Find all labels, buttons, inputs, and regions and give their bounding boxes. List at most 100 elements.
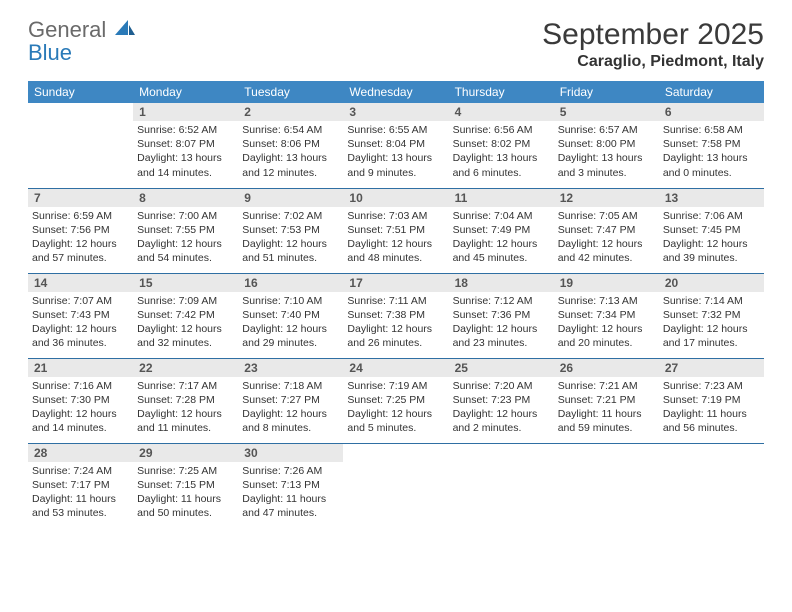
day-number: 20 [659,274,764,292]
weekday-header: Sunday [28,81,133,103]
day-info: Sunrise: 6:56 AMSunset: 8:02 PMDaylight:… [449,121,554,184]
day-number: 25 [449,359,554,377]
calendar-cell [28,103,133,188]
day-number: 7 [28,189,133,207]
calendar-cell: 30Sunrise: 7:26 AMSunset: 7:13 PMDayligh… [238,443,343,528]
day-info: Sunrise: 7:20 AMSunset: 7:23 PMDaylight:… [449,377,554,440]
day-number: 1 [133,103,238,121]
page-subtitle: Caraglio, Piedmont, Italy [542,53,764,71]
calendar-cell: 12Sunrise: 7:05 AMSunset: 7:47 PMDayligh… [554,188,659,273]
calendar-cell: 9Sunrise: 7:02 AMSunset: 7:53 PMDaylight… [238,188,343,273]
day-number: 21 [28,359,133,377]
weekday-header: Tuesday [238,81,343,103]
weekday-header: Saturday [659,81,764,103]
day-number: 22 [133,359,238,377]
calendar-cell: 22Sunrise: 7:17 AMSunset: 7:28 PMDayligh… [133,358,238,443]
day-number: 14 [28,274,133,292]
calendar-week-row: 7Sunrise: 6:59 AMSunset: 7:56 PMDaylight… [28,188,764,273]
day-info: Sunrise: 7:18 AMSunset: 7:27 PMDaylight:… [238,377,343,440]
weekday-header: Monday [133,81,238,103]
day-number: 11 [449,189,554,207]
day-info: Sunrise: 7:13 AMSunset: 7:34 PMDaylight:… [554,292,659,355]
brand-line2: Blue [28,40,72,65]
calendar-cell: 28Sunrise: 7:24 AMSunset: 7:17 PMDayligh… [28,443,133,528]
day-number: 4 [449,103,554,121]
brand-logo: General Blue [28,18,137,64]
calendar-cell [554,443,659,528]
day-number: 8 [133,189,238,207]
calendar-cell: 25Sunrise: 7:20 AMSunset: 7:23 PMDayligh… [449,358,554,443]
day-info: Sunrise: 7:16 AMSunset: 7:30 PMDaylight:… [28,377,133,440]
day-number: 16 [238,274,343,292]
weekday-header-row: SundayMondayTuesdayWednesdayThursdayFrid… [28,81,764,103]
calendar-cell: 16Sunrise: 7:10 AMSunset: 7:40 PMDayligh… [238,273,343,358]
day-number: 23 [238,359,343,377]
calendar-cell: 27Sunrise: 7:23 AMSunset: 7:19 PMDayligh… [659,358,764,443]
day-number: 30 [238,444,343,462]
day-info: Sunrise: 7:26 AMSunset: 7:13 PMDaylight:… [238,462,343,525]
day-number: 10 [343,189,448,207]
day-info: Sunrise: 7:14 AMSunset: 7:32 PMDaylight:… [659,292,764,355]
day-info: Sunrise: 7:10 AMSunset: 7:40 PMDaylight:… [238,292,343,355]
day-number: 18 [449,274,554,292]
calendar-cell: 3Sunrise: 6:55 AMSunset: 8:04 PMDaylight… [343,103,448,188]
calendar-cell: 4Sunrise: 6:56 AMSunset: 8:02 PMDaylight… [449,103,554,188]
calendar-cell: 5Sunrise: 6:57 AMSunset: 8:00 PMDaylight… [554,103,659,188]
day-number: 28 [28,444,133,462]
header-bar: General Blue September 2025 Caraglio, Pi… [28,18,764,71]
day-info: Sunrise: 7:06 AMSunset: 7:45 PMDaylight:… [659,207,764,270]
day-info: Sunrise: 7:04 AMSunset: 7:49 PMDaylight:… [449,207,554,270]
day-info: Sunrise: 7:21 AMSunset: 7:21 PMDaylight:… [554,377,659,440]
day-info: Sunrise: 7:07 AMSunset: 7:43 PMDaylight:… [28,292,133,355]
day-number: 12 [554,189,659,207]
day-info: Sunrise: 7:11 AMSunset: 7:38 PMDaylight:… [343,292,448,355]
weekday-header: Thursday [449,81,554,103]
day-info: Sunrise: 7:00 AMSunset: 7:55 PMDaylight:… [133,207,238,270]
calendar-cell: 7Sunrise: 6:59 AMSunset: 7:56 PMDaylight… [28,188,133,273]
calendar-week-row: 21Sunrise: 7:16 AMSunset: 7:30 PMDayligh… [28,358,764,443]
day-info: Sunrise: 6:59 AMSunset: 7:56 PMDaylight:… [28,207,133,270]
calendar-cell: 8Sunrise: 7:00 AMSunset: 7:55 PMDaylight… [133,188,238,273]
calendar-table: SundayMondayTuesdayWednesdayThursdayFrid… [28,81,764,528]
weekday-header: Friday [554,81,659,103]
day-number: 15 [133,274,238,292]
calendar-cell: 19Sunrise: 7:13 AMSunset: 7:34 PMDayligh… [554,273,659,358]
day-info: Sunrise: 7:23 AMSunset: 7:19 PMDaylight:… [659,377,764,440]
calendar-cell: 11Sunrise: 7:04 AMSunset: 7:49 PMDayligh… [449,188,554,273]
day-number: 3 [343,103,448,121]
calendar-cell: 17Sunrise: 7:11 AMSunset: 7:38 PMDayligh… [343,273,448,358]
calendar-cell: 14Sunrise: 7:07 AMSunset: 7:43 PMDayligh… [28,273,133,358]
day-number: 6 [659,103,764,121]
calendar-week-row: 14Sunrise: 7:07 AMSunset: 7:43 PMDayligh… [28,273,764,358]
day-info: Sunrise: 7:09 AMSunset: 7:42 PMDaylight:… [133,292,238,355]
day-info: Sunrise: 7:19 AMSunset: 7:25 PMDaylight:… [343,377,448,440]
calendar-cell: 23Sunrise: 7:18 AMSunset: 7:27 PMDayligh… [238,358,343,443]
calendar-cell: 21Sunrise: 7:16 AMSunset: 7:30 PMDayligh… [28,358,133,443]
calendar-week-row: 1Sunrise: 6:52 AMSunset: 8:07 PMDaylight… [28,103,764,188]
calendar-cell [659,443,764,528]
weekday-header: Wednesday [343,81,448,103]
calendar-cell [343,443,448,528]
day-number: 24 [343,359,448,377]
day-number: 5 [554,103,659,121]
day-info: Sunrise: 7:12 AMSunset: 7:36 PMDaylight:… [449,292,554,355]
calendar-cell [449,443,554,528]
calendar-cell: 2Sunrise: 6:54 AMSunset: 8:06 PMDaylight… [238,103,343,188]
day-number: 26 [554,359,659,377]
day-info: Sunrise: 6:52 AMSunset: 8:07 PMDaylight:… [133,121,238,184]
calendar-cell: 10Sunrise: 7:03 AMSunset: 7:51 PMDayligh… [343,188,448,273]
calendar-cell: 6Sunrise: 6:58 AMSunset: 7:58 PMDaylight… [659,103,764,188]
day-number: 13 [659,189,764,207]
day-number: 19 [554,274,659,292]
day-number: 29 [133,444,238,462]
day-number: 27 [659,359,764,377]
calendar-cell: 24Sunrise: 7:19 AMSunset: 7:25 PMDayligh… [343,358,448,443]
calendar-cell: 29Sunrise: 7:25 AMSunset: 7:15 PMDayligh… [133,443,238,528]
calendar-week-row: 28Sunrise: 7:24 AMSunset: 7:17 PMDayligh… [28,443,764,528]
calendar-cell: 15Sunrise: 7:09 AMSunset: 7:42 PMDayligh… [133,273,238,358]
day-info: Sunrise: 7:25 AMSunset: 7:15 PMDaylight:… [133,462,238,525]
calendar-cell: 26Sunrise: 7:21 AMSunset: 7:21 PMDayligh… [554,358,659,443]
day-info: Sunrise: 7:03 AMSunset: 7:51 PMDaylight:… [343,207,448,270]
calendar-cell: 18Sunrise: 7:12 AMSunset: 7:36 PMDayligh… [449,273,554,358]
day-info: Sunrise: 6:55 AMSunset: 8:04 PMDaylight:… [343,121,448,184]
